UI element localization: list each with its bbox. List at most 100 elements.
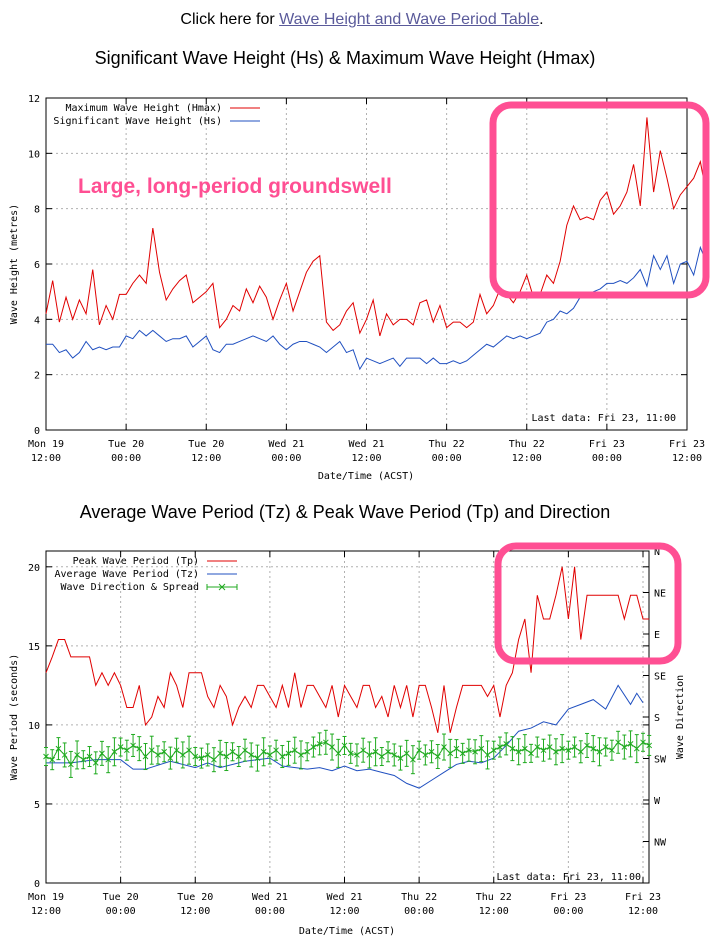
chart2-direction-point — [130, 733, 136, 757]
chart2-direction-point — [577, 740, 584, 764]
chart2-direction-point — [161, 741, 168, 763]
chart2-grid — [46, 551, 649, 883]
chart1-ytick-label: 6 — [34, 260, 40, 271]
chart2-series-1-line — [46, 684, 644, 789]
chart2-direction-point — [167, 746, 174, 770]
chart1-ytick-label: 2 — [34, 371, 40, 382]
chart2-direction-point — [372, 737, 379, 767]
chart2-direction-point — [192, 747, 199, 767]
chart2-xtick-time: 00:00 — [404, 906, 434, 917]
chart2-x-axis-label: Date/Time (ACST) — [299, 926, 395, 937]
chart2-ytick-label: 20 — [28, 563, 40, 574]
chart2-direction-point — [528, 743, 534, 763]
chart2-direction-point — [254, 744, 261, 772]
chart2-direction-point — [173, 737, 180, 763]
chart1-xtick-day: Tue 20 — [108, 439, 144, 450]
chart2-direction-point — [273, 739, 279, 761]
chart2-direction-point — [186, 735, 192, 765]
chart1-xtick-time: 12:00 — [351, 453, 381, 464]
chart2-direction-point — [565, 740, 572, 760]
chart1-series-0-line — [45, 117, 708, 337]
chart2-direction-point — [80, 750, 87, 770]
chart2-xtick-day: Tue 20 — [103, 892, 139, 903]
chart1-xtick-day: Wed 21 — [268, 439, 304, 450]
chart1-xtick-time: 12:00 — [512, 453, 542, 464]
chart2-xtick-day: Thu 22 — [476, 892, 512, 903]
chart1-series — [45, 117, 708, 371]
chart2-direction-point — [391, 743, 398, 767]
chart2-direction-point — [627, 730, 634, 758]
chart2-direction-point — [584, 732, 590, 758]
chart2-legend-label: Average Wave Period (Tz) — [55, 569, 200, 580]
chart1-xtick-time: 12:00 — [672, 453, 702, 464]
chart1-series-1-line — [46, 245, 708, 371]
chart2-last-data: Last data: Fri 23, 11:00 — [497, 872, 642, 883]
chart2-direction-point — [43, 747, 49, 767]
wave-period-chart: 0 5 10 15 20 N NE E SE S SW W NW Mon 19 12:00 Tue 20 0… — [9, 542, 686, 937]
chart2-direction-point — [211, 747, 217, 773]
chart2-direction-point — [310, 736, 317, 758]
chart2-direction-point — [602, 737, 609, 757]
chart2-direction-point — [571, 736, 578, 758]
chart2-direction-point — [546, 734, 553, 760]
groundswell-callout: Large, long-period groundswell — [78, 175, 392, 198]
chart2-direction-point — [335, 738, 342, 768]
chart2-xtick-day: Wed 21 — [326, 892, 362, 903]
chart2-xtick-time: 12:00 — [180, 906, 210, 917]
chart2-x-ticks: Mon 19 12:00 Tue 20 00:00 Tue 20 12:00 Wed 21 0… — [28, 551, 661, 917]
chart2-direction-point — [49, 749, 56, 771]
chart1-xtick-day: Thu 22 — [429, 439, 465, 450]
chart1-xtick-time: 00:00 — [271, 453, 301, 464]
chart2-direction-point — [559, 734, 566, 764]
chart2-direction-point — [117, 737, 124, 757]
chart2-direction-point — [68, 750, 74, 778]
chart2-highlight-box — [494, 542, 682, 665]
chart2-xtick-time: 12:00 — [628, 906, 658, 917]
chart2-xtick-day: Thu 22 — [401, 892, 437, 903]
chart1-ytick-label: 0 — [34, 426, 40, 437]
chart2-legend: Peak Wave Period (Tp) Average Wave Period… — [55, 556, 238, 593]
chart2-direction-point — [553, 738, 559, 766]
chart2-y2tick-label: E — [654, 630, 660, 641]
chart2-direction-point — [341, 735, 348, 755]
chart2-title: Average Wave Period (Tz) & Peak Wave Per… — [79, 502, 611, 522]
chart2-direction-point — [515, 738, 522, 766]
chart2-direction-point — [410, 745, 416, 775]
chart2-direction-point — [596, 737, 603, 767]
chart1-xtick-time: 12:00 — [191, 453, 221, 464]
chart1-x-ticks: Mon 19 12:00 Tue 20 00:00 Tue 20 12:00 Wed 21 0… — [28, 98, 705, 464]
chart2-xtick-day: Fri 23 — [625, 892, 661, 903]
chart2-y2tick-label: NW — [654, 838, 667, 849]
chart1-xtick-day: Tue 20 — [188, 439, 224, 450]
chart2-direction-point — [248, 742, 255, 768]
chart2-direction-point — [260, 737, 267, 767]
chart2-xtick-day: Tue 20 — [177, 892, 213, 903]
chart1-last-data: Last data: Fri 23, 11:00 — [532, 413, 677, 424]
chart2-ytick-label: 0 — [34, 879, 40, 890]
chart2-direction-point — [148, 735, 155, 765]
chart2-direction-point — [217, 739, 223, 767]
chart2-direction-point — [142, 743, 149, 771]
chart2-xtick-day: Mon 19 — [28, 892, 64, 903]
chart2-direction-point — [459, 742, 466, 764]
chart2-series-direction-line — [45, 741, 650, 766]
table-link-suffix: . — [539, 11, 544, 28]
chart2-direction-point — [229, 742, 236, 762]
chart2-series-0-line — [45, 566, 650, 733]
chart2-direction-point — [416, 740, 422, 760]
chart2-direction-point — [136, 736, 143, 762]
chart2-direction-point — [105, 746, 112, 774]
chart1-xtick-day: Wed 21 — [348, 439, 384, 450]
wave-table-link[interactable]: Wave Height and Wave Period Table — [279, 11, 540, 28]
chart2-direction-point — [86, 746, 93, 768]
chart2-legend-label: Wave Direction & Spread — [61, 582, 199, 593]
chart2-y-axis-label: Wave Period (seconds) — [9, 654, 20, 780]
chart2-ytick-label: 5 — [34, 800, 40, 811]
chart1-xtick-day: Mon 19 — [28, 439, 64, 450]
chart2-direction-point — [615, 730, 621, 754]
chart1-ytick-label: 12 — [28, 94, 40, 105]
chart2-y2tick-label: N — [654, 547, 660, 558]
chart2-direction-ticks: N NE E SE S SW W NW — [643, 547, 667, 849]
chart2-direction-point — [646, 734, 653, 756]
chart2-direction-point — [403, 739, 410, 767]
